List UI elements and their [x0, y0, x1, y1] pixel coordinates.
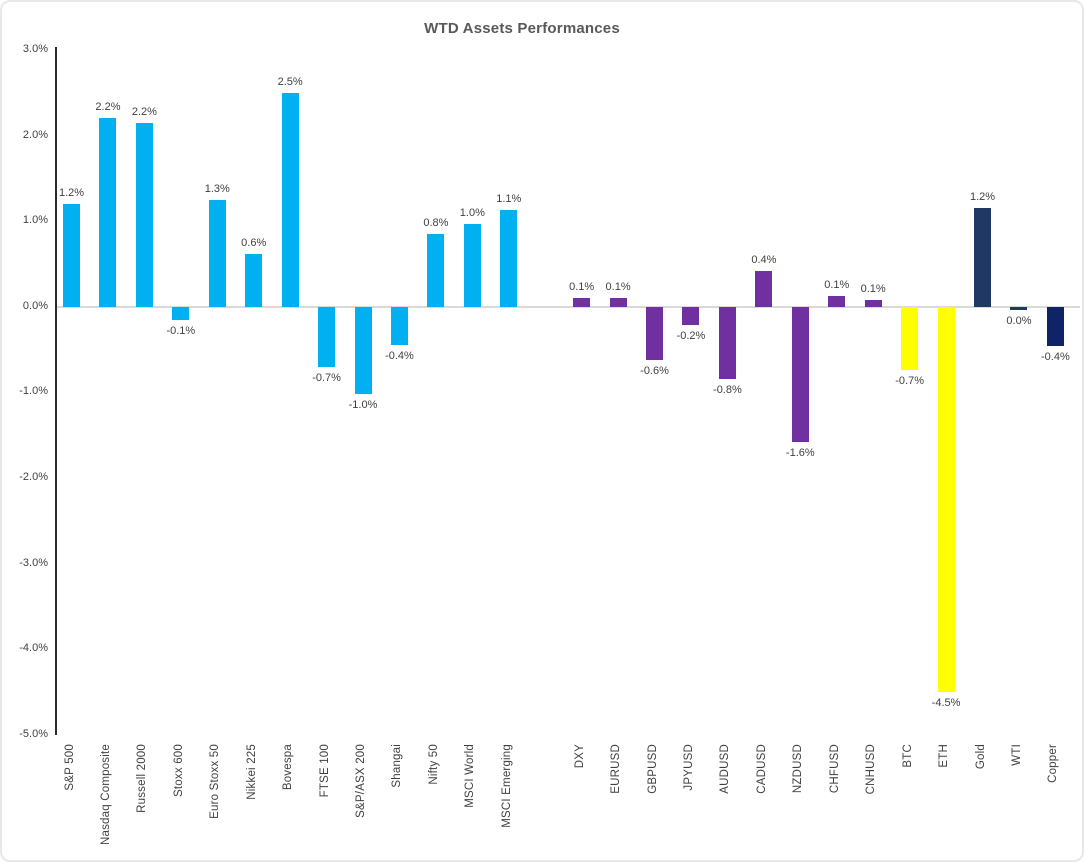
value-label-gold: 1.2%: [969, 190, 996, 203]
bar-copper: [1046, 307, 1064, 347]
category-label-msci-world: MSCI World: [464, 744, 477, 808]
bar-shangai: [390, 307, 408, 346]
y-tick-3-0: 3.0%: [22, 43, 48, 55]
bar-nifty-50: [427, 234, 445, 307]
value-label-s-p-500: 1.2%: [58, 187, 85, 200]
value-label-copper: -0.4%: [1041, 351, 1070, 364]
bar-audusd: [718, 307, 736, 379]
bar-cnhusd: [864, 300, 882, 307]
bar-msci-world: [463, 224, 481, 307]
value-label-cnhusd: 0.1%: [860, 283, 886, 296]
bar-dxy: [573, 298, 591, 307]
y-axis-line: [55, 47, 57, 735]
bar-ftse-100: [318, 307, 336, 367]
bar-msci-emerging: [500, 209, 518, 307]
value-label-chfusd: 0.1%: [824, 278, 850, 291]
category-label-eth: ETH: [938, 744, 951, 768]
category-label-nzdusd: NZDUSD: [792, 744, 805, 794]
value-label-msci-emerging: 1.1%: [496, 192, 522, 205]
category-label-dxy: DXY: [573, 744, 586, 769]
category-label-wti: WTI: [1010, 744, 1023, 766]
bar-btc: [901, 307, 919, 371]
y-tick-1-0: 1.0%: [22, 214, 48, 227]
value-label-wti: 0.0%: [1006, 314, 1032, 327]
zero-gridline: [57, 306, 1080, 308]
bar-euro-stoxx-50: [208, 200, 226, 307]
y-tick-2-0: -2.0%: [19, 471, 48, 483]
value-label-eth: -4.5%: [931, 696, 961, 709]
bar-s-p-500: [63, 204, 80, 307]
category-label-russell-2000: Russell 2000: [136, 744, 149, 813]
category-label-bovespa: Bovespa: [282, 744, 295, 791]
category-label-chfusd: CHFUSD: [828, 744, 841, 794]
bar-nasdaq-composite: [99, 118, 117, 307]
value-label-btc: -0.7%: [895, 375, 924, 388]
value-label-bovespa: 2.5%: [277, 76, 303, 89]
value-label-nzdusd: -1.6%: [785, 447, 815, 460]
category-label-cnhusd: CNHUSD: [865, 744, 878, 795]
category-label-nasdaq-composite: Nasdaq Composite: [99, 744, 112, 846]
category-label-shangai: Shangai: [391, 744, 404, 788]
value-label-stoxx-600: -0.1%: [166, 324, 196, 337]
bar-stoxx-600: [172, 307, 190, 320]
y-tick-0-0: 0.0%: [22, 299, 48, 312]
bar-chfusd: [828, 295, 846, 307]
y-tick-4-0: -4.0%: [19, 642, 48, 655]
category-label-s-p-500: S&P 500: [63, 744, 76, 791]
bar-cadusd: [755, 271, 773, 307]
value-label-shangai: -0.4%: [385, 350, 414, 363]
chart-title: WTD Assets Performances: [424, 20, 620, 37]
bar-bovespa: [281, 93, 299, 307]
category-label-copper: Copper: [1047, 744, 1060, 783]
bar-nzdusd: [791, 307, 809, 443]
category-label-stoxx-600: Stoxx 600: [172, 744, 185, 797]
category-label-ftse-100: FTSE 100: [318, 744, 331, 798]
category-label-euro-stoxx-50: Euro Stoxx 50: [209, 744, 222, 819]
value-label-nifty-50: 0.8%: [423, 217, 449, 230]
y-tick-5-0: -5.0%: [19, 727, 48, 740]
category-label-gbpusd: GBPUSD: [646, 744, 659, 794]
bar-gbpusd: [646, 307, 664, 360]
value-label-cadusd: 0.4%: [751, 254, 777, 267]
value-label-audusd: -0.8%: [713, 383, 742, 396]
category-label-gold: Gold: [974, 744, 987, 770]
value-label-ftse-100: -0.7%: [312, 371, 341, 384]
category-label-jpyusd: JPYUSD: [682, 744, 695, 791]
value-label-euro-stoxx-50: 1.3%: [204, 183, 230, 196]
category-label-msci-emerging: MSCI Emerging: [500, 744, 513, 828]
value-label-jpyusd: -0.2%: [676, 329, 706, 342]
category-label-cadusd: CADUSD: [755, 744, 768, 794]
y-tick-2-0: 2.0%: [22, 128, 48, 141]
bar-russell-2000: [135, 123, 153, 307]
category-label-s-p-asx-200: S&P/ASX 200: [355, 744, 368, 818]
bar-wti: [1010, 307, 1028, 310]
y-tick-3-0: -3.0%: [19, 556, 48, 569]
category-label-btc: BTC: [901, 744, 914, 768]
value-label-nikkei-225: 0.6%: [241, 236, 267, 249]
value-label-nasdaq-composite: 2.2%: [95, 101, 121, 114]
category-label-nikkei-225: Nikkei 225: [245, 744, 258, 800]
category-label-eurusd: EURUSD: [610, 744, 623, 794]
value-label-gbpusd: -0.6%: [640, 365, 669, 377]
value-label-msci-world: 1.0%: [459, 207, 485, 220]
value-label-russell-2000: 2.2%: [131, 106, 157, 119]
value-label-s-p-asx-200: -1.0%: [348, 399, 378, 412]
value-label-eurusd: 0.1%: [605, 280, 631, 293]
value-label-dxy: 0.1%: [569, 281, 595, 294]
category-label-nifty-50: Nifty 50: [427, 744, 440, 785]
bar-jpyusd: [682, 307, 700, 325]
bar-eth: [937, 307, 955, 692]
bar-gold: [974, 207, 991, 307]
y-tick-1-0: -1.0%: [19, 385, 48, 398]
bar-s-p-asx-200: [354, 307, 372, 395]
bar-eurusd: [609, 297, 627, 307]
category-label-audusd: AUDUSD: [719, 744, 732, 794]
bar-nikkei-225: [245, 253, 263, 307]
